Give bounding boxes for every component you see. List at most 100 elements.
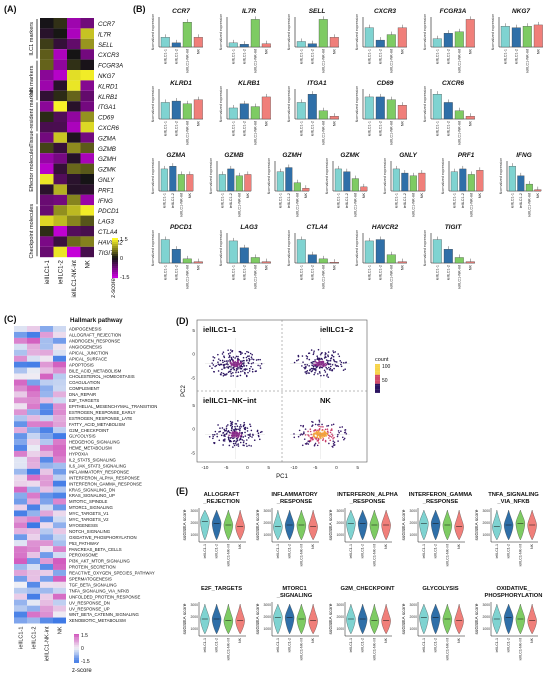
pca-point [230,372,233,375]
pca-point [325,363,328,366]
bar [443,249,453,264]
pca-point [343,438,345,441]
heatmap-c-cell [53,427,66,434]
heatmap-c-cell [53,391,66,398]
pca-point [214,430,217,433]
pca-point [244,352,247,355]
violin-xlabel: ielILC1-1 [422,544,426,558]
bar [250,257,260,264]
legend-a-swatch [112,254,118,257]
pca-point [232,359,234,361]
pca-point [238,428,240,431]
pca-point [307,440,310,442]
heatmap-c-cell [53,326,66,332]
bar [160,102,170,120]
violin [284,603,295,635]
pca-point [317,348,320,351]
violin-ytick: 1000 [190,533,198,537]
pca-point [232,360,234,363]
pca-point [234,427,237,430]
heatmap-c-cell [53,593,66,600]
pca-point [227,367,230,369]
gene-label: KLRB1 [98,94,118,101]
pca-point [322,435,324,438]
pca-point [298,429,301,432]
pca-point [231,425,234,428]
gene-label: CCR7 [98,21,115,28]
violin-xlabel: ielILC1-1 [495,638,499,652]
pca-point [242,441,245,444]
pca-point [228,431,231,434]
heatmap-c-cell [40,361,53,368]
pca-point [338,431,340,434]
pca-xtick: -5 [313,465,318,471]
legend-a-swatch [112,264,118,267]
pca-point [243,424,246,426]
pca-point [314,365,317,367]
heatmap-c-cell [53,468,66,475]
pca-point [229,352,232,354]
heatmap-a-cell [40,80,54,91]
pca-point [237,371,240,374]
pca-point [229,360,232,362]
heatmap-c-cell [40,337,53,344]
pca-point [337,430,340,432]
bar-xlabel: ielILC1-1 [367,265,371,280]
bar-xlabel: NK [264,265,268,271]
heatmap-c-cell [53,540,66,547]
bar-xlabel: ielILC1-1 [394,193,398,208]
pca-point [327,376,330,378]
bar-ylabel: Normalized expression [219,14,223,51]
gene-label: SELL [98,42,114,49]
pathway-label: MYC_TARGETS_V1 [69,511,109,516]
heatmap-c-cell [14,516,27,523]
bar [386,254,396,264]
heatmap-c-cell [14,474,27,481]
bar-ylabel: Normalized expression [287,230,291,267]
pca-point [249,425,252,428]
heatmap-c-cell [14,611,27,618]
pca-point [334,364,337,366]
bar [160,37,170,48]
violin-ytick: 3000 [190,509,198,513]
heatmap-a-cell [67,18,81,29]
heatmap-c-cell [27,450,40,457]
heatmap-c-cell [40,581,53,588]
pca-point [214,365,216,368]
violin-ytick: 2000 [263,615,271,619]
pca-point [216,435,219,438]
heatmap-a-cell [67,215,81,226]
violin-xlabel: ielILC1-NK-int [445,544,449,566]
pca-point [312,435,315,437]
pca-point [246,430,249,432]
heatmap-a-cell [40,70,54,81]
heatmap-c-cell [40,326,53,332]
pca-point [225,363,228,365]
heatmap-c-cell [14,409,27,416]
pca-point [235,423,238,425]
heatmap-c-cell [14,498,27,505]
bar [160,168,168,192]
bar-title: FCGR3A [440,8,467,15]
pca-point [316,429,318,432]
pca-point [228,444,231,447]
pca-point [258,438,261,441]
violin-xlabel: ielILC1-2 [434,638,438,652]
bar [285,167,293,192]
bar-xlabel: ielILC1-NK-int [525,48,529,73]
pathway-label: IL2_STAT5_SIGNALING [69,458,117,463]
pathway-label: HYPOXIA [69,452,88,457]
pca-point [236,444,238,446]
pca-point [303,366,305,369]
violin-xlabel: ielILC1-2 [507,544,511,558]
heatmap-a-cell [53,142,67,154]
pca-ytick: 5 [192,328,195,334]
violin-ylabel: ssGSEA score [474,509,480,540]
legend-a-swatch [112,252,118,255]
bar-xlabel: ielILC1-1 [162,193,166,208]
pca-point [320,374,322,377]
violin-title-line1: INTERFERON_ALPHA [337,492,399,498]
pca-point [310,361,313,364]
pca-point [297,354,300,357]
pca-point [313,363,315,365]
